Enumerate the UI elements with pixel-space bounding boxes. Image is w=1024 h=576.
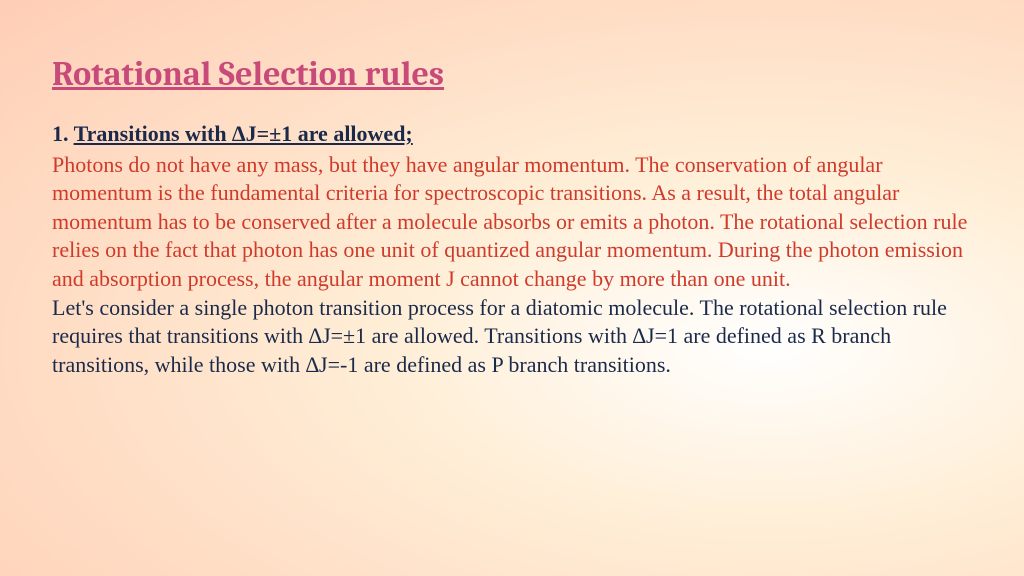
page-title: Rotational Selection rules <box>52 54 972 94</box>
section-heading: 1. Transitions with ∆J=±1 are allowed; <box>52 120 972 149</box>
body-paragraph-2: Let's consider a single photon transitio… <box>52 294 972 380</box>
body-paragraph-1: Photons do not have any mass, but they h… <box>52 151 972 294</box>
section-heading-text: Transitions with ∆J=±1 are allowed; <box>74 121 413 146</box>
section-number: 1. <box>52 121 69 146</box>
